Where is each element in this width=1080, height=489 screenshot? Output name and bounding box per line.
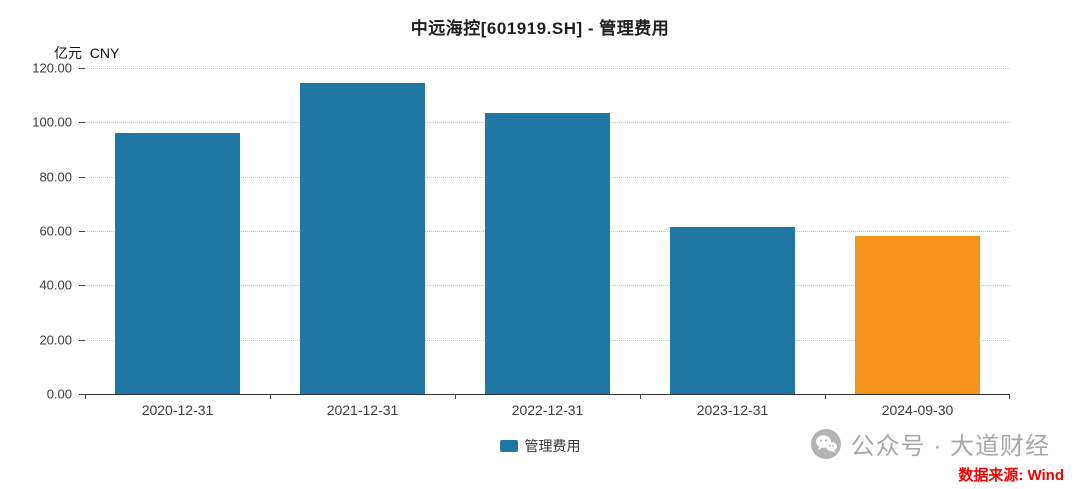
x-tick-label: 2022-12-31 <box>511 402 584 418</box>
x-axis: 2020-12-31 2021-12-31 2022-12-31 2023-12-31… <box>85 402 1010 422</box>
y-tick-mark <box>79 122 85 124</box>
bar-2020-12-31 <box>114 133 241 394</box>
watermark: 公众号 · 大道财经 <box>810 426 1050 461</box>
bar-2024-09-30 <box>854 236 981 394</box>
chart-title: 中远海控[601919.SH] - 管理费用 <box>410 19 670 38</box>
data-source-label: 数据来源: Wind <box>958 467 1064 484</box>
y-tick-mark <box>79 176 85 178</box>
x-tick-mark <box>825 395 826 399</box>
y-axis-unit-label: 亿元 CNY <box>54 45 120 61</box>
x-tick-mark <box>1009 395 1010 399</box>
y-tick-label: 100.00 <box>32 114 72 130</box>
y-tick-label: 0.00 <box>46 386 72 402</box>
watermark-text: 公众号 · 大道财经 <box>850 433 1050 460</box>
x-tick-label: 2023-12-31 <box>696 402 769 418</box>
legend: 管理费用 <box>0 436 1080 456</box>
y-axis: 0.00 20.00 40.00 60.00 80.00 100.00 120.00 <box>0 61 85 402</box>
x-tick-label: 2024-09-30 <box>881 402 954 418</box>
y-tick-mark <box>79 285 85 287</box>
bar-2022-12-31 <box>484 112 611 394</box>
legend-swatch <box>499 440 518 452</box>
y-tick-mark <box>79 339 85 341</box>
y-tick-mark <box>79 68 85 69</box>
x-tick-mark <box>85 395 86 399</box>
y-tick-label: 80.00 <box>39 169 72 185</box>
y-tick-label: 120.00 <box>32 60 72 76</box>
plot-area <box>85 68 1010 399</box>
x-tick-mark <box>640 395 641 399</box>
legend-label: 管理费用 <box>524 438 581 454</box>
x-tick-label: 2020-12-31 <box>141 402 214 418</box>
y-tick-label: 40.00 <box>39 277 72 293</box>
bar-2021-12-31 <box>299 82 426 394</box>
wechat-icon <box>810 428 841 459</box>
x-tick-mark <box>455 395 456 399</box>
y-tick-mark <box>79 394 85 395</box>
y-tick-label: 60.00 <box>39 223 72 239</box>
bar-2023-12-31 <box>669 226 796 394</box>
gridline <box>85 68 1010 69</box>
y-tick-mark <box>79 231 85 232</box>
x-tick-label: 2021-12-31 <box>326 402 399 418</box>
y-tick-label: 20.00 <box>39 332 72 348</box>
x-tick-mark <box>270 395 271 399</box>
